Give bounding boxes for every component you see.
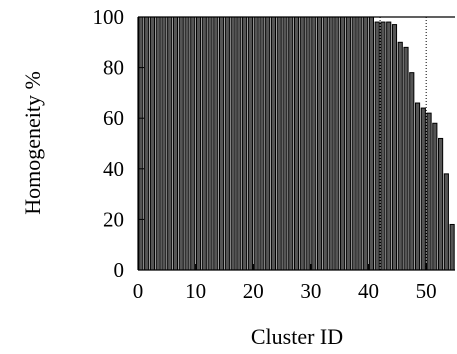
bar [138,16,144,271]
bar [282,16,288,271]
bar [265,16,271,271]
bar [443,173,449,271]
y-axis-label: Homogeneity % [20,71,45,215]
bar [351,16,357,271]
bar [161,16,167,271]
bar [288,16,294,271]
y-tick-label: 100 [93,5,125,29]
bar [207,16,213,271]
bar [149,16,155,271]
bar [242,16,248,271]
bar [305,16,311,271]
bar [426,112,432,271]
y-tick-label: 40 [103,157,124,181]
x-tick-label: 10 [185,279,206,303]
bar [167,16,173,271]
y-tick-label: 80 [103,56,124,80]
bar [391,24,398,271]
y-tick-label: 0 [114,258,125,282]
bar [299,16,305,271]
bar [409,72,415,271]
bar [270,16,277,271]
bar [172,16,179,271]
bar [247,16,253,271]
bar [184,16,190,271]
bar [328,16,334,271]
axes [137,16,455,271]
bar [155,16,161,271]
bar [316,16,323,271]
bar [178,16,184,271]
y-tick-label: 20 [103,207,124,231]
bar [253,16,259,271]
bar [259,16,265,271]
bar [334,16,340,271]
bar [380,21,386,271]
x-tick-label: 30 [300,279,321,303]
x-tick-label: 50 [416,279,437,303]
bar [403,46,409,271]
bar [449,223,455,271]
bar [420,107,426,271]
x-tick-label: 20 [243,279,264,303]
bar [195,16,202,271]
bar [311,16,317,271]
bar [357,16,363,271]
bar [224,16,230,271]
bar [438,137,444,271]
x-tick-labels: 0 10 20 30 40 50 [133,279,437,303]
bar [218,16,225,271]
bar [397,41,403,271]
grid-lines [379,17,427,270]
bar [368,16,375,271]
bar [201,16,207,271]
bar [213,16,219,271]
x-axis-label: Cluster ID [251,324,343,349]
bar [414,102,421,271]
x-tick-label: 0 [133,279,144,303]
bar [345,16,351,271]
bar [374,21,380,271]
bar [363,16,369,271]
bar [144,16,150,271]
bar [230,16,236,271]
bar [293,16,300,271]
bar [322,16,328,271]
y-tick-label: 60 [103,106,124,130]
bar [340,16,346,271]
y-tick-labels: 0 20 40 60 80 100 [93,5,125,282]
bar [386,21,392,271]
bar [190,16,196,271]
bar [276,16,282,271]
bar [432,122,438,271]
bars [138,16,455,271]
bar [236,16,242,271]
x-tick-label: 40 [358,279,379,303]
